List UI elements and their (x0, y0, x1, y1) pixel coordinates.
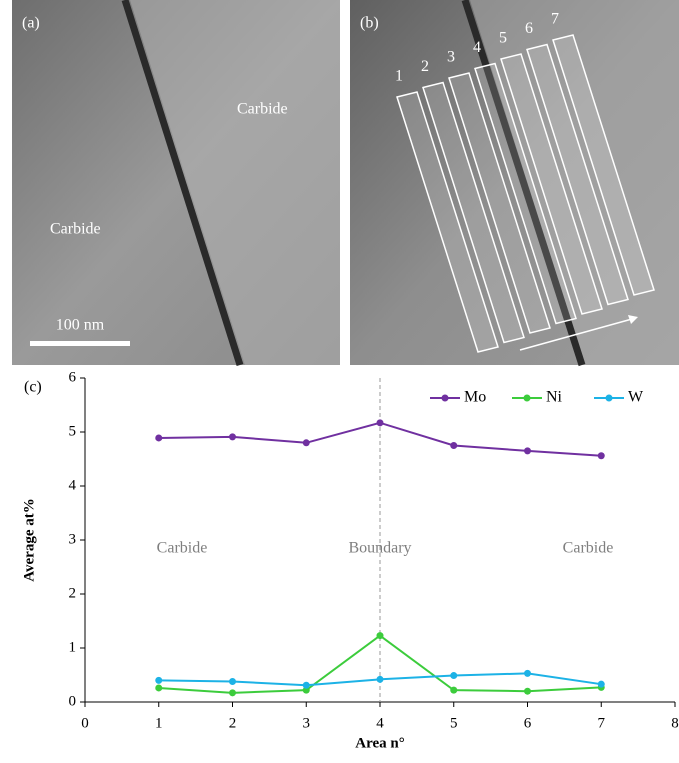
bright-region (130, 0, 340, 365)
data-point (155, 676, 163, 684)
arrow (519, 318, 633, 351)
annotation: Carbide (157, 540, 208, 557)
legend-marker (523, 394, 531, 402)
legend-label: W (628, 389, 644, 406)
boundary-line (121, 0, 244, 367)
data-point (376, 632, 384, 640)
area-strip (500, 53, 603, 315)
y-tick-label: 3 (69, 531, 77, 547)
y-tick-label: 4 (69, 477, 77, 493)
x-tick-label: 0 (81, 715, 89, 731)
area-label: 6 (525, 20, 533, 37)
arrow-head (628, 315, 638, 324)
x-axis-label: Area n° (355, 735, 404, 751)
data-point (597, 680, 605, 688)
annotation: Carbide (563, 540, 614, 557)
data-point (302, 686, 310, 694)
data-point (155, 684, 163, 692)
data-point (302, 681, 310, 689)
x-tick-label: 6 (524, 715, 532, 731)
y-tick-label: 6 (69, 369, 77, 385)
x-tick-label: 5 (450, 715, 458, 731)
region-label: Carbide (50, 221, 101, 238)
data-point (229, 677, 236, 685)
micrograph (350, 0, 679, 365)
panel-label: (c) (24, 379, 42, 396)
data-point (524, 669, 531, 677)
scale-bar (30, 341, 130, 346)
y-tick-label: 2 (69, 585, 77, 601)
image-b: (b) 1 2 3 4 5 6 7 (350, 0, 679, 367)
x-tick-label: 7 (598, 715, 606, 731)
image-a: (a) Carbide Carbide 100 nm (12, 0, 340, 367)
legend-marker (605, 394, 613, 402)
data-point (597, 452, 605, 460)
data-point (376, 675, 384, 683)
area-strip (474, 62, 577, 325)
area-strip (422, 81, 525, 344)
data-point (524, 687, 531, 695)
annotation: Boundary (348, 540, 411, 557)
data-point (450, 672, 458, 680)
y-tick-label: 5 (69, 423, 77, 439)
data-point (302, 439, 310, 447)
data-point (376, 419, 384, 427)
area-label: 3 (447, 49, 455, 66)
area-label: 5 (499, 30, 507, 47)
chart: (c) Area n° Average at% 0 1 2 3 4 5 6 0 1 2 3 4 5 6 7 8… (21, 369, 678, 751)
data-point (229, 433, 236, 441)
x-tick-label: 8 (671, 715, 679, 731)
y-axis-label: Average at% (21, 498, 37, 581)
area-strip (552, 34, 655, 296)
x-tick-label: 4 (376, 715, 384, 731)
data-point (229, 689, 236, 697)
x-tick-label: 1 (155, 715, 163, 731)
panel-label: (a) (22, 15, 40, 32)
area-label: 4 (473, 39, 481, 56)
area-strip (526, 43, 629, 306)
data-point (524, 447, 531, 455)
area-label: 7 (551, 11, 559, 28)
area-strip (448, 72, 551, 334)
data-point (450, 442, 458, 449)
scale-bar-label: 100 nm (56, 317, 105, 334)
data-point (155, 434, 163, 442)
area-label: 1 (395, 68, 403, 85)
x-tick-label: 2 (229, 715, 237, 731)
legend-marker (441, 394, 449, 402)
legend-label: Ni (546, 389, 563, 406)
data-point (450, 686, 458, 694)
panel-label: (b) (360, 15, 379, 32)
y-tick-label: 0 (69, 693, 77, 709)
legend-label: Mo (464, 389, 486, 406)
region-label: Carbide (237, 101, 288, 118)
boundary-line (461, 0, 586, 367)
y-tick-label: 1 (69, 639, 77, 655)
x-tick-label: 3 (303, 715, 311, 731)
area-label: 2 (421, 58, 429, 75)
area-strip (396, 91, 499, 353)
